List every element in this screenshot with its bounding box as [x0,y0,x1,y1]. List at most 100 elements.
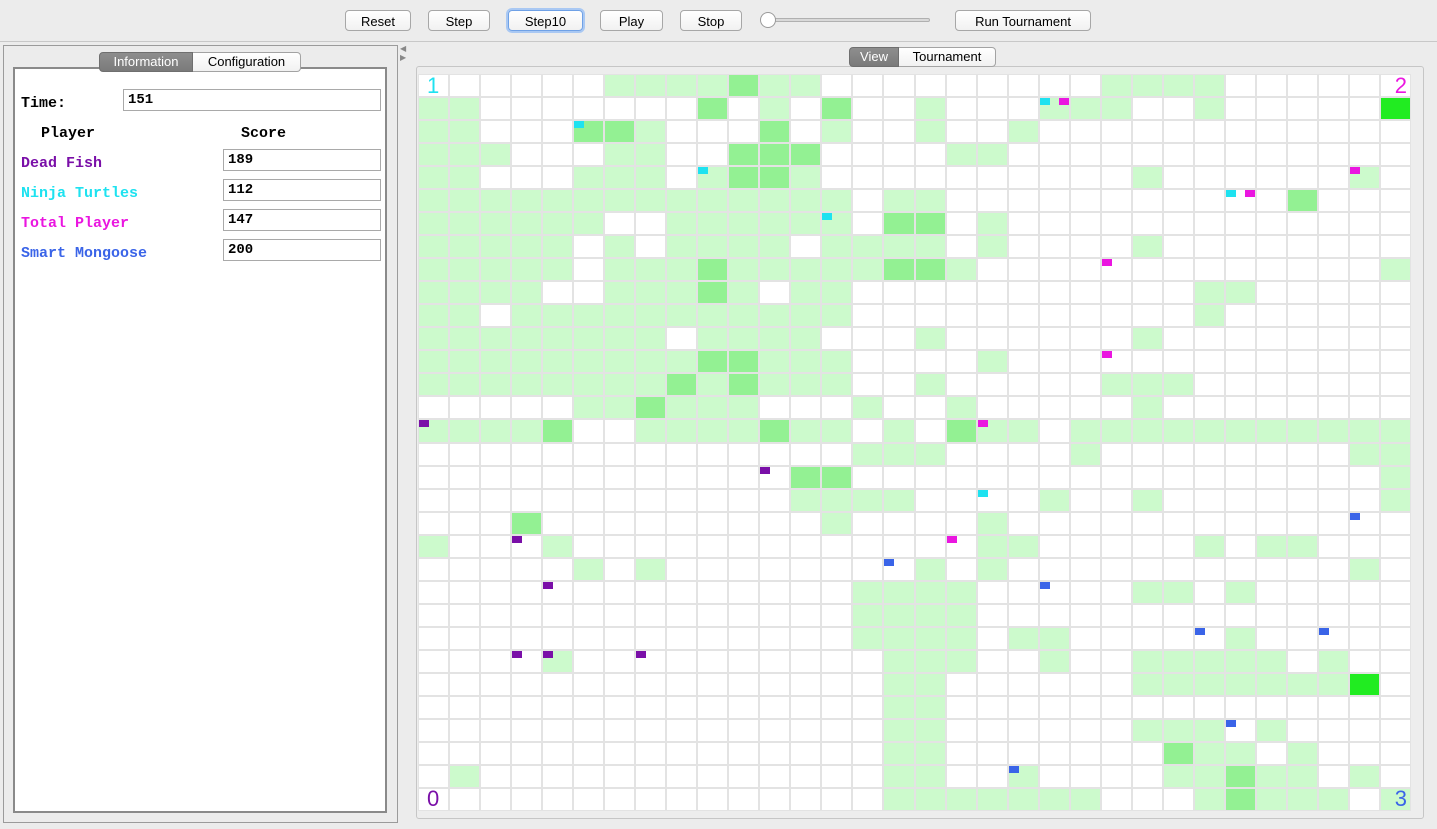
board-cell [1194,696,1224,718]
speed-slider-track[interactable] [764,18,930,22]
board-cell [1194,305,1224,327]
speed-slider-thumb[interactable] [760,12,776,28]
board-cell [977,627,1007,649]
board-cell [1256,236,1286,258]
expand-right-arrow-icon[interactable]: ▶ [400,53,407,62]
board-cell [822,305,852,327]
board-cell [1070,397,1100,419]
stop-button[interactable]: Stop [680,10,742,31]
board-cell [481,604,511,626]
board-cell [605,466,635,488]
tab-view[interactable]: View [849,47,899,67]
board-cell [1101,98,1131,120]
board-cell [1380,190,1410,212]
board-cell [1225,650,1255,672]
board-cell [543,489,573,511]
board-cell [1194,742,1224,764]
board-cell [419,466,449,488]
step-button[interactable]: Step [428,10,490,31]
board-cell [1380,213,1410,235]
step10-button[interactable]: Step10 [508,10,583,31]
board-cell [1256,167,1286,189]
board-cell [1101,305,1131,327]
board-cell [1287,765,1317,787]
board-cell [1101,604,1131,626]
board-cell [667,604,697,626]
board-cell [512,167,542,189]
board-cell [574,190,604,212]
game-board[interactable] [418,74,1411,811]
toolbar: Reset Step Step10 Play Stop Run Tourname… [0,0,1437,42]
player-score-field: 200 [223,239,381,261]
board-cell [1194,98,1224,120]
board-cell [1101,696,1131,718]
board-cell [822,604,852,626]
board-cell [822,788,852,810]
board-cell [698,673,728,695]
board-cell [667,535,697,557]
reset-button[interactable]: Reset [345,10,411,31]
board-cell [1008,351,1038,373]
board-cell [1287,650,1317,672]
board-cell [1132,121,1162,143]
tab-tournament[interactable]: Tournament [899,47,996,67]
board-cell [574,650,604,672]
board-cell [1380,696,1410,718]
board-cell [1287,604,1317,626]
board-cell [1256,489,1286,511]
board-cell [760,397,790,419]
board-cell [946,144,976,166]
board-cell [574,420,604,442]
board-cell [636,167,666,189]
board-cell [977,121,1007,143]
board-cell [1225,696,1255,718]
board-cell [853,673,883,695]
board-cell [450,282,480,304]
board-cell [1039,489,1069,511]
board-cell [1101,351,1131,373]
collapse-left-arrow-icon[interactable]: ◀ [400,44,407,53]
tab-information[interactable]: Information [99,52,193,72]
board-cell [884,397,914,419]
board-cell [946,420,976,442]
board-cell [605,420,635,442]
board-cell [698,466,728,488]
board-cell [1287,420,1317,442]
board-cell [481,581,511,603]
board-cell [884,351,914,373]
board-cell [1163,765,1193,787]
board-cell [1256,535,1286,557]
board-cell [1318,627,1348,649]
board-cell [636,742,666,764]
board-cell [698,259,728,281]
board-cell [543,512,573,534]
board-cell [729,466,759,488]
tab-configuration[interactable]: Configuration [193,52,301,72]
board-cell [853,144,883,166]
board-cell [1318,719,1348,741]
board-cell [853,75,883,97]
board-cell [605,305,635,327]
board-cell [915,443,945,465]
board-cell [543,604,573,626]
board-cell [1318,742,1348,764]
board-cell [1008,397,1038,419]
board-cell [450,259,480,281]
board-cell [1132,328,1162,350]
board-cell [1039,512,1069,534]
board-cell [915,397,945,419]
board-cell [698,236,728,258]
board-cell [419,489,449,511]
board-cell [1008,420,1038,442]
run-tournament-button[interactable]: Run Tournament [955,10,1091,31]
board-cell [667,420,697,442]
board-cell [1194,466,1224,488]
board-cell [636,719,666,741]
board-cell [1256,121,1286,143]
board-cell [946,765,976,787]
board-cell [636,765,666,787]
board-cell [915,167,945,189]
board-cell [1194,650,1224,672]
board-cell [419,144,449,166]
play-button[interactable]: Play [600,10,663,31]
